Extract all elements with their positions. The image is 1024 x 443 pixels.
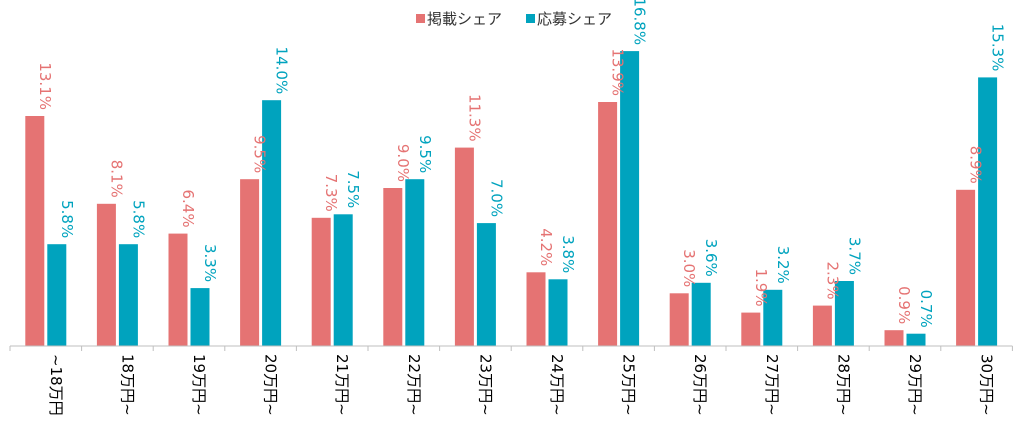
bar-listing-share [168, 233, 188, 346]
bar-application-share [763, 289, 783, 346]
x-tick-label: 29万円~ [906, 354, 924, 416]
data-label: 6.4% [179, 189, 197, 227]
x-tick-label: ~18万円 [47, 354, 65, 416]
legend-swatch-1 [526, 14, 535, 23]
bar-application-share [405, 179, 425, 346]
legend-label-1: 応募シェア [537, 10, 612, 28]
data-label: 4.2% [537, 228, 555, 266]
legend-swatch-0 [416, 14, 425, 23]
bar-listing-share [240, 179, 260, 346]
x-tick-label: 21万円~ [333, 354, 351, 416]
data-label: 9.5% [416, 135, 434, 173]
x-tick-label: 23万円~ [476, 354, 494, 416]
x-tick-label: 22万円~ [405, 354, 423, 416]
x-tick-label: 30万円~ [978, 354, 996, 416]
bar-application-share [620, 51, 640, 346]
data-label: 9.5% [251, 135, 269, 173]
data-label: 1.9% [752, 268, 770, 306]
data-label: 13.1% [36, 62, 54, 110]
x-tick-label: 24万円~ [548, 354, 566, 416]
data-label: 7.0% [487, 179, 505, 217]
data-label: 8.1% [107, 160, 125, 198]
data-label: 0.9% [895, 286, 913, 324]
bar-listing-share [311, 217, 331, 346]
bar-application-share [262, 100, 282, 346]
bar-listing-share [96, 203, 116, 346]
bar-application-share [333, 214, 353, 346]
x-tick-label: 28万円~ [834, 354, 852, 416]
bar-application-share [548, 279, 568, 346]
data-label: 14.0% [273, 47, 291, 95]
x-tick-label: 27万円~ [763, 354, 781, 416]
bar-application-share [691, 282, 711, 346]
data-label: 3.2% [774, 246, 792, 284]
bar-listing-share [526, 272, 546, 346]
bar-listing-share [598, 102, 618, 346]
bar-listing-share [812, 305, 832, 346]
data-label: 7.3% [322, 174, 340, 212]
x-tick-label: 18万円~ [118, 354, 136, 416]
x-tick-label: 26万円~ [691, 354, 709, 416]
bar-application-share [47, 244, 67, 346]
legend-label-0: 掲載シェア [427, 10, 502, 28]
data-label: 3.7% [845, 237, 863, 275]
category-labels-group: ~18万円 18万円~ 19万円~ 20万円~ 21万円~ 22万円~ 23万円~ 24万円~… [47, 354, 996, 416]
bar-listing-share [25, 116, 45, 346]
data-label: 15.3% [989, 24, 1007, 72]
bar-application-share [834, 281, 854, 346]
data-label: 2.3% [823, 261, 841, 299]
bar-application-share [906, 333, 926, 346]
data-label: 16.8% [631, 0, 649, 45]
x-tick-label: 19万円~ [190, 354, 208, 416]
legend: 掲載シェア 応募シェア [416, 10, 612, 28]
bar-listing-share [956, 189, 976, 346]
data-label: 5.8% [58, 200, 76, 238]
data-label: 13.9% [609, 48, 627, 96]
data-label: 7.5% [344, 170, 362, 208]
bar-listing-share [383, 188, 403, 346]
bar-application-share [118, 244, 138, 346]
data-label: 8.9% [967, 146, 985, 184]
x-tick-label: 20万円~ [262, 354, 280, 416]
x-tick-label: 25万円~ [620, 354, 638, 416]
data-label: 3.3% [201, 244, 219, 282]
bar-application-share [190, 288, 210, 346]
bar-application-share [978, 77, 998, 347]
data-label: 3.8% [559, 235, 577, 273]
x-axis [9, 345, 1013, 351]
data-label: 3.6% [702, 239, 720, 277]
bar-listing-share [884, 330, 904, 346]
data-label: 0.7% [917, 290, 935, 328]
data-label: 3.0% [680, 249, 698, 287]
bar-application-share [476, 223, 496, 346]
bar-listing-share [741, 312, 761, 346]
bar-listing-share [454, 147, 474, 346]
value-labels-group: 13.1%5.8%8.1%5.8% 6.4%3.3%9.5%14.0%7.3% 7.… [36, 0, 1007, 328]
data-label: 11.3% [465, 94, 483, 142]
bars-group [25, 51, 998, 347]
bar-listing-share [669, 293, 689, 346]
data-label: 5.8% [129, 200, 147, 238]
data-label: 9.0% [394, 144, 412, 182]
